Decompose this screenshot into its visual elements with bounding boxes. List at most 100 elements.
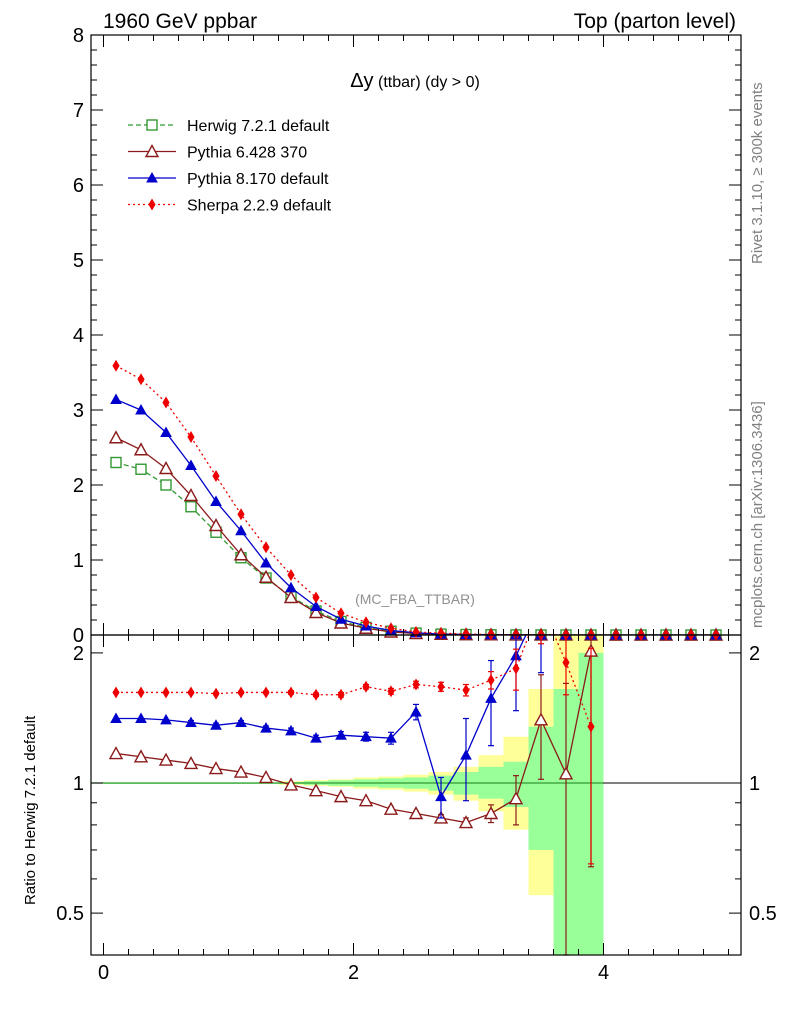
ratio-point (187, 686, 195, 699)
ratio-tick-label: 1 (73, 773, 84, 795)
y-tick-label: 6 (73, 175, 84, 197)
data-point (308, 605, 324, 619)
y-tick-label: 8 (73, 25, 84, 47)
data-point (285, 581, 297, 593)
y-tick-label: 4 (73, 325, 84, 347)
data-point (310, 600, 322, 611)
ratio-point (410, 705, 422, 717)
data-point (185, 501, 197, 513)
chart-title-main: Δy (350, 70, 373, 92)
mcplots-reference-label: mcplots.cern.ch [arXiv:1306.3436] (749, 401, 766, 628)
chart-title: Δy (ttbar) (dy > 0) (350, 70, 480, 92)
data-point (108, 430, 124, 444)
series-line-0 (115, 461, 716, 635)
data-point (387, 622, 395, 635)
ratio-point (110, 712, 122, 724)
legend-marker-0 (146, 119, 158, 131)
data-point (260, 556, 272, 568)
data-point (133, 442, 149, 456)
chart-title-sub: (ttbar) (dy > 0) (374, 74, 480, 91)
y-tick-label: 3 (73, 400, 84, 422)
y-tick-label: 2 (73, 475, 84, 497)
ratio-tick-label: 0.5 (749, 903, 777, 925)
ratio-point (458, 815, 474, 829)
ratio-point (460, 749, 472, 760)
ratio-point (533, 712, 549, 726)
legend-label-0: Herwig 7.2.1 default (187, 118, 330, 135)
data-point (208, 518, 224, 532)
data-point (112, 359, 120, 372)
legend-label-3: Sherpa 2.2.9 default (187, 198, 332, 215)
ratio-point (285, 724, 297, 736)
ratio-point (258, 769, 274, 784)
data-point (187, 431, 195, 443)
ratio-point (185, 716, 197, 728)
data-point (183, 488, 199, 502)
data-point (283, 590, 299, 604)
data-point (210, 495, 222, 506)
legend-marker-1 (144, 144, 160, 158)
data-point (233, 547, 249, 561)
ratio-point (108, 746, 124, 760)
ratio-point (385, 732, 397, 743)
data-point (185, 459, 197, 470)
ratio-point (562, 656, 570, 669)
ratio-point (308, 783, 324, 797)
ratio-point (137, 686, 145, 699)
data-point (135, 463, 147, 475)
data-point (137, 373, 145, 386)
ratio-point (333, 789, 349, 803)
ratio-plot-series (91, 634, 741, 956)
ratio-point (135, 712, 147, 724)
ratio-frame (90, 634, 742, 956)
ratio-tick-label: 0.5 (56, 903, 84, 925)
ratio-point (512, 662, 520, 675)
rivet-version-label: Rivet 3.1.10, ≥ 300k events (749, 82, 766, 264)
legend-label-2: Pythia 8.170 default (187, 171, 329, 188)
analysis-label: (MC_FBA_TTBAR) (355, 591, 475, 607)
data-point (362, 616, 370, 629)
ratio-point (262, 686, 270, 699)
data-point (110, 456, 122, 469)
data-point (462, 628, 470, 640)
data-point (135, 403, 147, 415)
ratio-point (508, 791, 524, 805)
y-tick-label: 1 (73, 550, 84, 572)
ratio-tick-label: 2 (73, 643, 84, 665)
ratio-point (183, 755, 199, 770)
legend-marker-2 (146, 171, 158, 183)
ratio-point (112, 686, 120, 699)
ratio-point (283, 777, 299, 791)
ratio-point (362, 680, 370, 693)
ratio-point (237, 686, 245, 699)
data-point (235, 524, 247, 536)
legend-label-1: Pythia 6.428 370 (187, 145, 307, 162)
ratio-point (260, 722, 272, 733)
data-point (312, 591, 320, 604)
x-tick-label: 2 (348, 962, 359, 984)
ratio-point (310, 732, 322, 743)
data-point (162, 396, 170, 409)
ratio-point (437, 680, 445, 693)
ratio-point (358, 793, 374, 807)
ratio-point (233, 764, 249, 778)
ratio-point (483, 806, 499, 820)
ratio-point (485, 692, 497, 703)
data-point (262, 541, 270, 554)
ratio-point (462, 684, 470, 697)
ratio-point (337, 688, 345, 701)
ratio-point (487, 674, 495, 687)
x-tick-label: 4 (598, 962, 609, 984)
ratio-axis-title: Ratio to Herwig 7.2.1 default (22, 715, 39, 905)
ratio-point (412, 678, 420, 691)
data-point (158, 461, 174, 475)
y-tick-label: 7 (73, 100, 84, 122)
data-point (110, 393, 122, 404)
ratio-point (133, 749, 149, 763)
data-point (258, 569, 274, 583)
ratio-point (435, 790, 447, 802)
ratio-point (158, 752, 174, 766)
ratio-point (312, 688, 320, 701)
